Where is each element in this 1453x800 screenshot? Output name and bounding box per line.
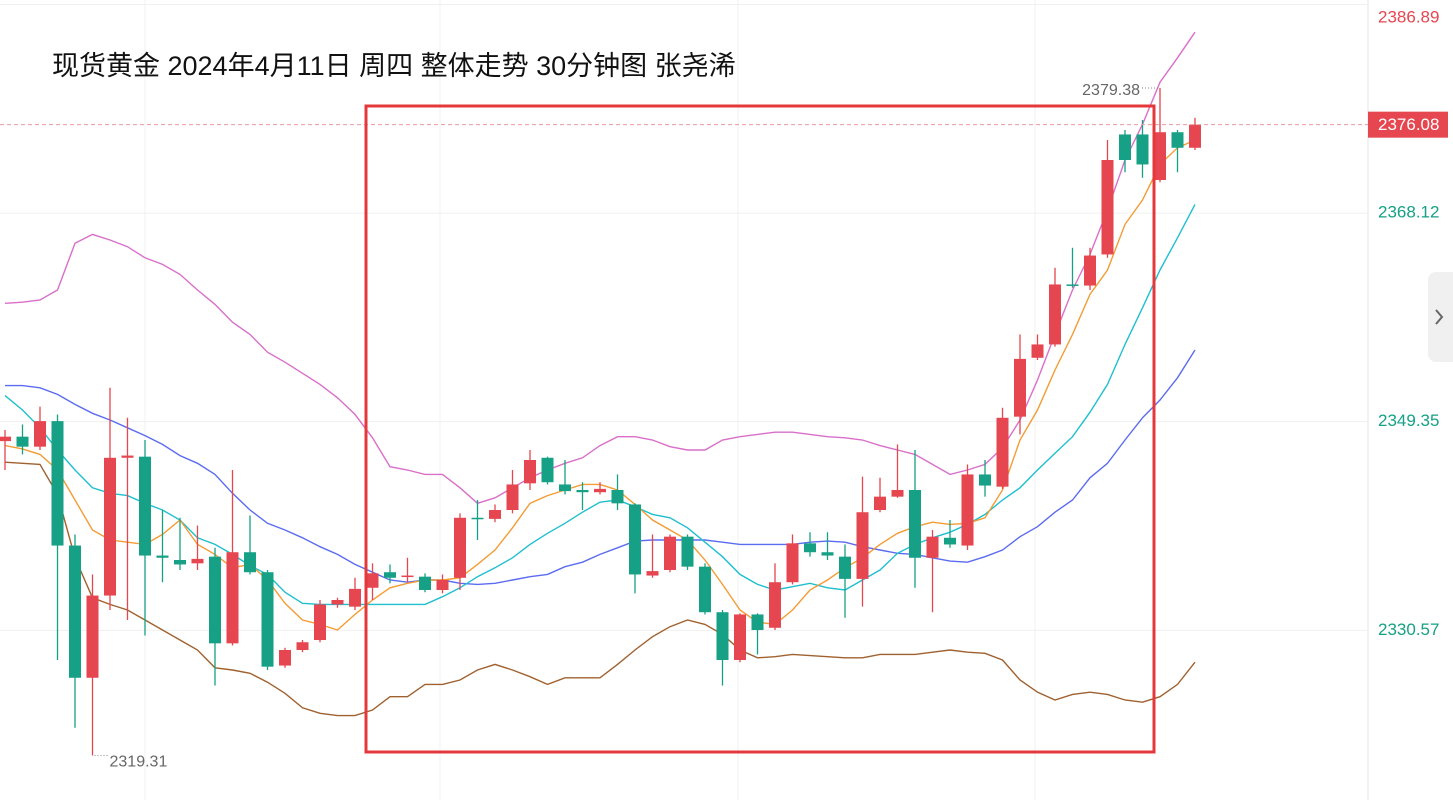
candle-body: [209, 556, 221, 644]
candle-body: [821, 552, 834, 556]
last-price-label: 2376.08: [1378, 115, 1439, 134]
y-tick-label: 2330.57: [1378, 620, 1439, 639]
candle-body: [716, 612, 729, 660]
chevron[interactable]: [1435, 309, 1444, 325]
candle-body: [734, 614, 746, 660]
y-tick-label: 2386.89: [1378, 7, 1439, 26]
chart-title: 现货黄金 2024年4月11日 周四 整体走势 30分钟图 张尧浠: [52, 51, 736, 81]
candle-body: [489, 510, 501, 519]
candle-body: [384, 572, 396, 578]
candle-body: [296, 642, 309, 650]
candle-body: [191, 558, 204, 564]
candle-body: [926, 536, 939, 558]
y-tick-label: 2368.12: [1378, 203, 1439, 222]
candle-body: [629, 504, 641, 575]
candle-body: [1189, 124, 1201, 148]
candle-body: [471, 517, 484, 520]
scroll-button-bg[interactable]: [1428, 272, 1453, 362]
candle-body: [1119, 134, 1131, 160]
candle-body: [279, 650, 291, 666]
candle-body: [419, 576, 431, 590]
candle-body: [909, 490, 921, 558]
last-price-tag: [1368, 111, 1448, 138]
candle-body: [541, 457, 554, 483]
indicator-line: [5, 349, 1196, 586]
candle-body: [174, 560, 186, 565]
candle-body: [769, 582, 781, 628]
candle-body: [1049, 284, 1061, 345]
y-tick-label: 2349.35: [1378, 411, 1439, 430]
candle-body: [839, 556, 851, 579]
candle-body: [401, 575, 414, 578]
candle-body: [594, 488, 606, 493]
candle-body: [1084, 255, 1096, 286]
candle-body: [1014, 358, 1026, 417]
candle-body: [1136, 134, 1149, 165]
candle-body: [506, 484, 519, 510]
candle-body: [139, 456, 151, 556]
grid: [144, 0, 1369, 800]
candle-body: [786, 543, 799, 583]
candle-body: [1154, 132, 1166, 180]
candle-body: [0, 436, 11, 442]
candle-body: [1171, 132, 1184, 148]
indicator-line: [4, 461, 1196, 717]
indicator-line: [4, 31, 1196, 505]
candle-body: [646, 571, 659, 576]
candle-body: [874, 496, 886, 510]
candle-body: [1031, 344, 1044, 358]
candle-body: [961, 474, 974, 546]
candle-body: [856, 512, 869, 579]
candle-body: [576, 490, 589, 493]
candle-body: [436, 580, 449, 590]
candle-body: [979, 474, 991, 486]
high-label: 2379.38: [1082, 82, 1140, 99]
candle-body: [244, 552, 256, 573]
candle-body: [699, 566, 711, 613]
candle-body: [1066, 284, 1079, 286]
candle-body: [751, 614, 764, 630]
candle-body: [51, 421, 64, 546]
candle-body: [86, 595, 99, 678]
candle-body: [121, 455, 134, 458]
candle-body: [349, 588, 361, 607]
candle-body: [16, 436, 29, 447]
low-label: 2319.31: [110, 754, 168, 771]
candle-body: [226, 552, 239, 644]
candle-body: [681, 536, 694, 567]
candle-body: [611, 490, 624, 504]
indicator-line: [4, 204, 1196, 606]
candle-body: [314, 604, 326, 640]
candle-body: [156, 555, 169, 558]
candle-body: [944, 537, 956, 545]
candle-body: [524, 460, 536, 484]
candle-body: [996, 417, 1009, 487]
candle-body: [664, 536, 676, 570]
candle-body: [69, 545, 81, 678]
candle-body: [891, 490, 904, 497]
candle-body: [34, 421, 46, 447]
highlight-box: [364, 104, 1156, 754]
candle-body: [804, 543, 816, 553]
candle-body: [261, 572, 274, 667]
candle-body: [1101, 160, 1114, 255]
plot: 2330.57 2349.35 2368.12 2386.89 2376.08 2379.…: [0, 4, 1448, 771]
candle-body: [454, 517, 466, 578]
candle-body: [331, 600, 344, 605]
candle-body: [104, 457, 116, 596]
scroll-button[interactable]: [1428, 272, 1453, 362]
candle-body: [366, 573, 379, 588]
candle-body: [559, 484, 571, 492]
